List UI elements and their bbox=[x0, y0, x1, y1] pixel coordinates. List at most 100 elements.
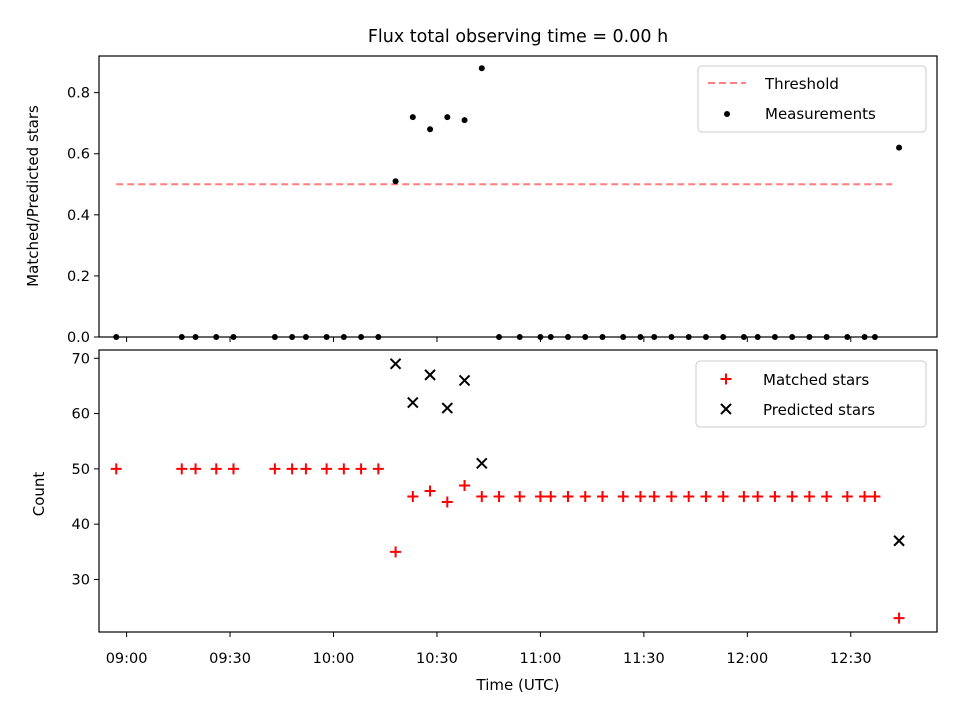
matched-star-point bbox=[596, 491, 608, 503]
matched-star-point bbox=[648, 491, 660, 503]
matched-star-point bbox=[321, 463, 333, 475]
measurement-point bbox=[565, 334, 572, 340]
matched-star-point bbox=[786, 491, 798, 503]
star-count-panel: 30 40 50 60 70 09:00 09:30 10:00 10:30 11:00 11:30… bbox=[72, 349, 938, 667]
matched-star-point bbox=[210, 463, 222, 475]
bottom-legend-box bbox=[695, 360, 927, 428]
legend-predicted-label: Predicted stars bbox=[763, 401, 875, 419]
bottom-y-tick-label: 50 bbox=[72, 462, 90, 478]
measurement-point bbox=[427, 126, 434, 133]
matched-star-point bbox=[424, 485, 436, 497]
predicted-star-point bbox=[441, 402, 454, 414]
matched-star-point bbox=[372, 463, 384, 475]
legend-matched-swatch bbox=[720, 373, 732, 385]
matched-star-point bbox=[752, 491, 764, 503]
predicted-star-point bbox=[893, 535, 905, 547]
chart-title: Flux total observing time = 0.00 h bbox=[368, 27, 668, 47]
bottom-legend: Matched stars Predicted stars bbox=[695, 360, 927, 428]
bottom-y-axis-label: Count bbox=[30, 472, 48, 517]
legend-matched-label: Matched stars bbox=[763, 371, 869, 389]
matched-star-point bbox=[514, 491, 526, 503]
top-y-tick-label: 0.6 bbox=[67, 147, 90, 163]
measurement-point bbox=[178, 334, 185, 340]
measurement-point bbox=[496, 334, 503, 340]
measurement-point bbox=[478, 65, 485, 72]
matched-star-point bbox=[617, 491, 629, 503]
measurement-point bbox=[599, 334, 606, 340]
matched-star-point bbox=[190, 463, 202, 475]
matched-star-point bbox=[869, 491, 881, 503]
x-axis-label: Time (UTC) bbox=[476, 676, 560, 694]
matched-star-point bbox=[665, 491, 677, 503]
matched-star-point bbox=[634, 491, 646, 503]
measurement-point bbox=[861, 334, 868, 340]
measurement-point bbox=[113, 334, 120, 340]
x-tick-label: 12:00 bbox=[726, 651, 768, 667]
matched-star-point bbox=[110, 463, 122, 475]
measurement-point bbox=[358, 334, 365, 340]
measurement-point bbox=[806, 334, 813, 340]
matched-star-point bbox=[893, 612, 905, 624]
measurement-point bbox=[823, 334, 830, 340]
matched-star-point bbox=[841, 491, 853, 503]
top-y-tick-label: 0.2 bbox=[67, 269, 90, 285]
measurement-point bbox=[637, 334, 644, 340]
bottom-y-tick-label: 30 bbox=[72, 572, 90, 588]
measurement-point bbox=[844, 334, 851, 340]
measurement-point bbox=[392, 178, 399, 185]
matched-star-point bbox=[227, 463, 239, 475]
measurement-point bbox=[375, 334, 382, 340]
measurement-point bbox=[192, 334, 199, 340]
legend-threshold-label: Threshold bbox=[764, 75, 839, 93]
measurement-point bbox=[444, 114, 451, 121]
matched-star-point bbox=[769, 491, 781, 503]
matched-star-point bbox=[821, 491, 833, 503]
measurement-point bbox=[461, 117, 468, 124]
matched-star-point bbox=[338, 463, 350, 475]
x-tick-label: 10:00 bbox=[313, 651, 355, 667]
measurement-point bbox=[230, 334, 237, 340]
measurement-point bbox=[271, 334, 278, 340]
matched-star-point bbox=[286, 463, 298, 475]
matched-star-point bbox=[803, 491, 815, 503]
matched-star-point bbox=[534, 491, 546, 503]
matched-star-point bbox=[493, 491, 505, 503]
matched-star-point bbox=[441, 496, 453, 508]
x-tick-label: 11:30 bbox=[623, 651, 665, 667]
measurement-point bbox=[537, 334, 544, 340]
top-y-axis-label: Matched/Predicted stars bbox=[24, 105, 42, 287]
predicted-star-point bbox=[389, 358, 402, 370]
legend-predicted-swatch bbox=[720, 403, 732, 415]
top-legend-box bbox=[697, 65, 927, 133]
predicted-star-point bbox=[476, 457, 488, 470]
top-y-tick-label: 0.4 bbox=[67, 208, 90, 224]
x-tick-label: 11:00 bbox=[520, 651, 562, 667]
matched-star-point bbox=[355, 463, 367, 475]
measurement-point bbox=[871, 334, 878, 340]
top-y-tick-label: 0.0 bbox=[67, 330, 90, 346]
matched-star-point bbox=[579, 491, 591, 503]
flux-ratio-panel: 0.0 0.2 0.4 0.6 0.8 Threshold Measurements bbox=[67, 55, 938, 346]
x-tick-label: 09:30 bbox=[209, 651, 251, 667]
bottom-y-tick-label: 70 bbox=[72, 351, 90, 367]
measurement-point bbox=[547, 334, 554, 340]
measurement-point bbox=[651, 334, 658, 340]
measurement-point bbox=[720, 334, 727, 340]
predicted-star-point bbox=[424, 369, 436, 381]
measurement-point bbox=[340, 334, 347, 340]
matched-star-point bbox=[459, 479, 471, 491]
measurement-point bbox=[754, 334, 761, 340]
matched-star-point bbox=[562, 491, 574, 503]
measurement-point bbox=[740, 334, 747, 340]
measurement-point bbox=[582, 334, 589, 340]
x-tick-label: 10:30 bbox=[416, 651, 458, 667]
measurement-point bbox=[685, 334, 692, 340]
top-y-tick-label: 0.8 bbox=[67, 86, 90, 102]
measurement-point bbox=[896, 144, 903, 151]
measurement-point bbox=[213, 334, 220, 340]
matched-star-point bbox=[407, 491, 419, 503]
measurement-point bbox=[323, 334, 330, 340]
legend-measurements-label: Measurements bbox=[765, 105, 876, 123]
matched-star-point bbox=[700, 491, 712, 503]
